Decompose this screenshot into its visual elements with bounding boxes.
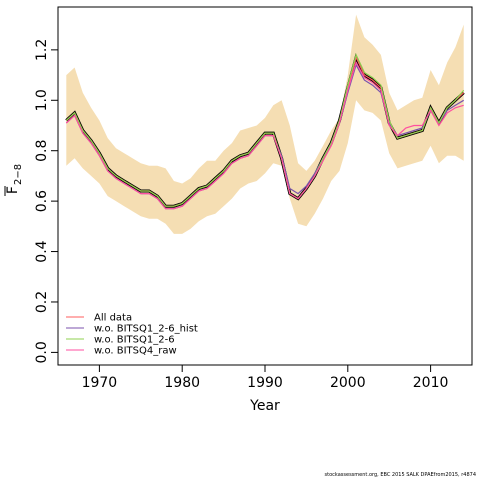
confidence-band-layer xyxy=(66,14,464,234)
legend-label: w.o. BITSQ1_2-6_hist xyxy=(94,324,198,335)
footer-credit: stockassessment.org, EBC 2015 SALK DPAEf… xyxy=(324,472,476,478)
y-axis: 0.0 0.2 0.4 0.6 0.8 1.0 1.2 xyxy=(34,39,58,364)
legend-label: w.o. BITSQ4_raw xyxy=(94,346,177,357)
y-tick-label: 1.2 xyxy=(34,39,50,61)
x-tick-label: 2010 xyxy=(413,375,449,391)
y-tick-label: 0.6 xyxy=(34,190,50,212)
x-axis: 1970 1980 1990 2000 2010 xyxy=(82,365,449,391)
x-tick-label: 1980 xyxy=(164,375,200,391)
legend-label: All data xyxy=(94,313,132,324)
x-axis-label: Year xyxy=(249,398,280,414)
y-tick-label: 1.0 xyxy=(34,89,50,111)
y-tick-label: 0.2 xyxy=(34,291,50,313)
y-axis-label: F 2−8 xyxy=(4,164,24,196)
legend-label: w.o. BITSQ1_2-6 xyxy=(94,335,175,346)
y-axis-label-sub: 2−8 xyxy=(13,164,24,185)
series-line-4 xyxy=(65,60,464,210)
series-layer xyxy=(65,53,465,210)
series-line-3 xyxy=(65,53,465,207)
y-axis-label-main: F xyxy=(5,186,21,194)
y-tick-label: 0.8 xyxy=(34,140,50,162)
confidence-band xyxy=(66,14,464,234)
x-tick-label: 1970 xyxy=(82,375,118,391)
y-tick-label: 0.0 xyxy=(34,341,50,363)
x-tick-label: 2000 xyxy=(330,375,366,391)
y-tick-label: 0.4 xyxy=(34,240,50,262)
x-tick-label: 1990 xyxy=(247,375,283,391)
